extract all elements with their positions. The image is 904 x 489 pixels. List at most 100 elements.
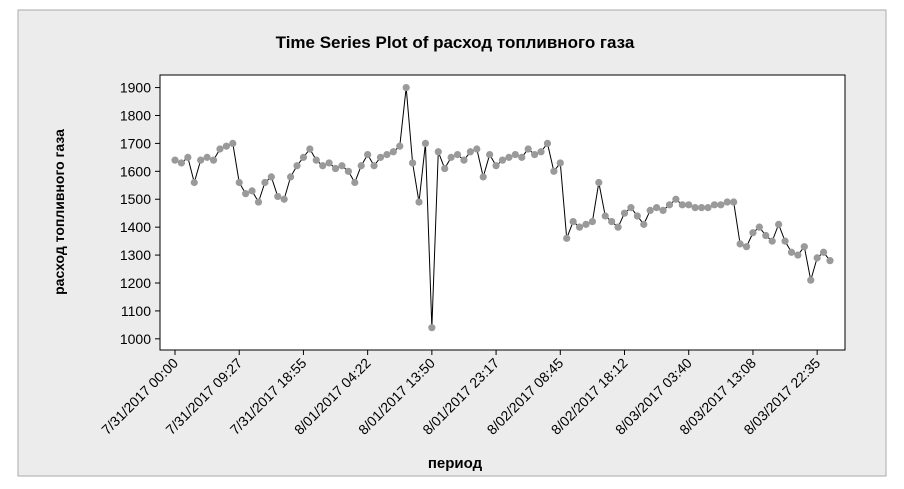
data-point xyxy=(710,201,719,209)
data-point xyxy=(524,145,532,153)
data-point xyxy=(518,153,526,161)
data-point xyxy=(665,201,674,209)
data-point xyxy=(254,198,263,206)
data-point xyxy=(177,159,186,167)
data-point xyxy=(640,220,648,228)
data-point xyxy=(575,223,584,231)
data-point xyxy=(447,153,455,161)
data-point xyxy=(826,257,834,265)
data-point xyxy=(614,223,622,231)
data-point xyxy=(280,195,288,203)
data-point xyxy=(678,201,686,209)
data-point xyxy=(492,162,500,170)
data-point xyxy=(800,243,808,251)
data-point xyxy=(736,240,744,248)
data-point xyxy=(402,83,410,92)
data-point xyxy=(646,206,654,215)
data-point xyxy=(235,178,243,187)
data-point xyxy=(190,178,198,187)
data-point xyxy=(730,198,738,206)
data-point xyxy=(633,212,641,220)
data-point xyxy=(184,153,192,161)
data-point xyxy=(357,162,365,170)
data-point xyxy=(781,237,789,245)
data-point xyxy=(267,173,275,181)
data-point xyxy=(299,153,308,161)
data-point xyxy=(537,148,545,156)
data-point xyxy=(563,234,571,242)
data-point xyxy=(319,162,327,170)
data-point xyxy=(229,139,237,148)
data-point xyxy=(723,198,731,206)
y-tick-label: 1700 xyxy=(120,135,151,151)
data-point xyxy=(351,178,359,187)
data-point xyxy=(376,153,385,161)
data-point xyxy=(627,204,635,212)
data-point xyxy=(396,142,404,150)
data-point xyxy=(588,217,597,226)
y-tick-label: 1800 xyxy=(120,107,151,123)
data-point xyxy=(794,251,802,259)
data-point xyxy=(216,145,224,153)
data-point xyxy=(672,195,680,203)
data-point xyxy=(749,229,757,237)
data-point xyxy=(685,201,693,209)
data-point xyxy=(807,276,815,284)
data-point xyxy=(473,145,481,153)
data-point xyxy=(505,153,513,161)
data-point xyxy=(742,243,751,251)
data-point xyxy=(653,204,661,212)
data-point xyxy=(331,164,340,173)
y-tick-label: 1000 xyxy=(120,331,151,347)
data-point xyxy=(819,248,828,256)
data-point xyxy=(421,139,430,148)
data-point xyxy=(466,148,474,156)
data-point xyxy=(582,220,590,228)
data-point xyxy=(511,150,519,159)
data-point xyxy=(197,156,205,164)
data-point xyxy=(768,237,776,245)
y-tick-label: 1900 xyxy=(120,80,151,96)
data-point xyxy=(620,209,629,217)
data-point xyxy=(383,150,391,159)
data-point xyxy=(261,178,269,187)
data-point xyxy=(286,173,295,181)
data-point xyxy=(338,162,346,170)
data-point xyxy=(717,201,725,209)
data-point xyxy=(531,150,539,159)
data-point xyxy=(248,187,256,195)
y-tick-label: 1200 xyxy=(120,275,151,291)
data-point xyxy=(691,204,699,212)
data-point xyxy=(441,164,449,173)
data-point xyxy=(486,150,494,159)
data-point xyxy=(556,159,564,167)
data-point xyxy=(787,248,796,256)
data-point xyxy=(428,324,436,332)
data-point xyxy=(498,156,507,164)
data-point xyxy=(550,167,558,175)
data-point xyxy=(222,142,230,150)
data-point xyxy=(389,148,397,156)
y-tick-label: 1600 xyxy=(120,163,151,179)
data-point xyxy=(274,192,282,201)
data-point xyxy=(242,190,250,198)
data-point xyxy=(370,162,378,170)
y-axis-label: расход топливного газа xyxy=(51,129,67,295)
data-point xyxy=(569,217,577,226)
data-point xyxy=(601,212,609,220)
x-axis-label: период xyxy=(428,455,483,472)
data-point xyxy=(543,139,552,148)
y-tick-label: 1400 xyxy=(120,219,151,235)
data-point xyxy=(762,231,770,240)
data-point xyxy=(697,204,706,212)
data-point xyxy=(325,159,333,167)
data-point xyxy=(775,220,783,228)
data-point xyxy=(306,145,314,153)
data-point xyxy=(364,150,372,159)
data-point xyxy=(171,156,179,164)
data-point xyxy=(755,223,763,231)
plot-area xyxy=(159,74,846,351)
data-point xyxy=(434,148,442,156)
